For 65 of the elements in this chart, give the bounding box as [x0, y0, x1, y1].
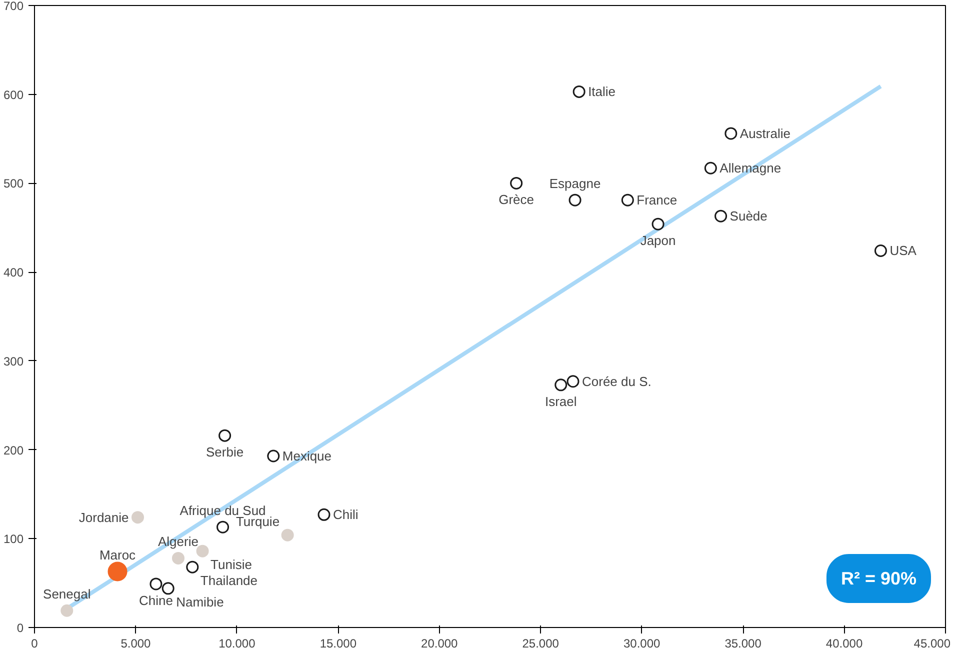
annotation: Algerie: [158, 534, 198, 550]
annotation: Chili: [332, 507, 358, 522]
annotation: Corée du S.: [582, 374, 652, 389]
point: [172, 552, 184, 564]
annotation: Mexique: [282, 448, 332, 464]
annotation: Espagne: [549, 176, 601, 192]
y-tick-label: 600: [3, 88, 24, 102]
point: [714, 210, 728, 222]
annotation: Japon: [640, 233, 676, 248]
point: [554, 378, 568, 392]
y-tick-label: 100: [3, 532, 24, 546]
annotation: Namibie: [176, 594, 224, 610]
annotation: Tunisie: [210, 557, 252, 572]
annotation: Allemagne: [720, 160, 782, 176]
annotation: Chine: [138, 592, 173, 608]
x-tick-label: 5.000: [120, 636, 152, 650]
annotation: R² = 90%: [840, 568, 917, 588]
x-tick-label: 0: [31, 636, 38, 650]
point: [568, 194, 582, 206]
x-tick-label: 25.000: [522, 636, 560, 650]
x-tick-label: 45.000: [914, 636, 951, 650]
y-tick-label: 500: [3, 176, 24, 191]
y-tick-label: 200: [3, 443, 24, 458]
point: [218, 429, 232, 442]
annotation: Israel: [544, 394, 577, 409]
point: [150, 578, 162, 590]
point: [621, 194, 634, 206]
y-tick-label: 700: [3, 0, 24, 13]
point: [60, 604, 74, 617]
annotation: USA: [890, 243, 917, 258]
point: [281, 528, 294, 542]
point: [704, 162, 717, 174]
point: [724, 127, 738, 140]
annotation: Italie: [588, 84, 616, 100]
x-tick-label: 35.000: [724, 636, 762, 650]
x-tick-label: 40.000: [826, 636, 863, 650]
annotation: France: [636, 192, 678, 208]
annotation: Maroc: [99, 548, 136, 563]
point: [267, 450, 280, 462]
x-tick-label: 15.000: [320, 636, 357, 650]
point: [652, 218, 664, 230]
annotation: Grèce: [498, 192, 534, 208]
x-tick-label: 30.000: [623, 636, 661, 650]
y-tick-label: 300: [3, 354, 24, 368]
annotation: Suède: [730, 208, 768, 224]
point: [566, 375, 580, 388]
point: [318, 508, 330, 521]
x-tick-label: 10.000: [218, 636, 256, 650]
annotation: Serbie: [206, 444, 244, 460]
point: [196, 544, 209, 558]
x-tick-label: 20.000: [421, 636, 458, 650]
point: [108, 562, 128, 582]
annotation: Senegal: [43, 586, 91, 602]
point: [874, 244, 887, 257]
point: [186, 560, 199, 574]
point: [510, 176, 523, 190]
annotation: Thailande: [200, 573, 258, 588]
annotation: Australie: [740, 126, 790, 141]
y-tick-label: 400: [3, 266, 24, 280]
y-tick-label: 0: [16, 621, 24, 635]
point: [131, 511, 144, 524]
point: [162, 582, 174, 595]
point: [572, 85, 586, 98]
annotation: Jordanie: [78, 510, 129, 525]
point: [216, 520, 230, 534]
